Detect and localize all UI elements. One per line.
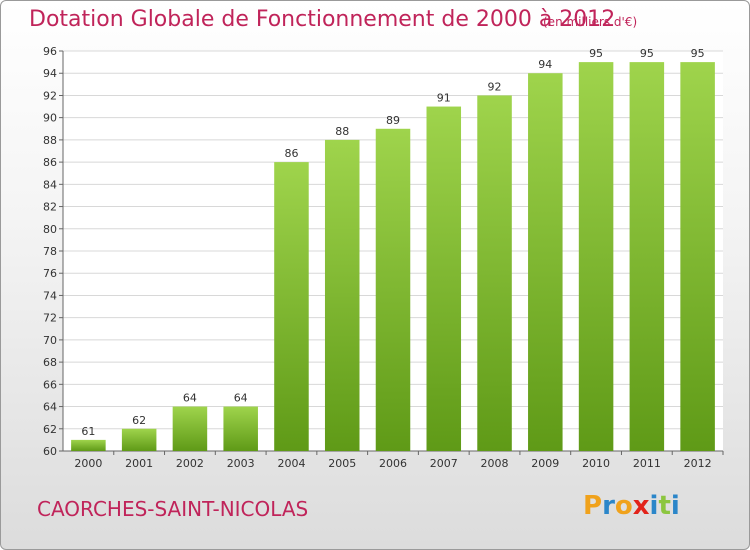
city-name: CAORCHES-SAINT-NICOLAS <box>37 497 309 521</box>
x-tick-label-2012: 2012 <box>684 457 712 470</box>
logo-letter: i <box>649 491 659 521</box>
bar-2001 <box>121 428 157 451</box>
value-label-2010: 95 <box>589 47 603 60</box>
chart-title: Dotation Globale de Fonctionnement de 20… <box>29 7 616 32</box>
y-tick-label: 84 <box>43 178 57 191</box>
y-tick-label: 70 <box>43 334 57 347</box>
y-tick-label: 60 <box>43 445 57 458</box>
x-tick-label-2005: 2005 <box>328 457 356 470</box>
value-label-2004: 86 <box>284 147 298 160</box>
bar-2008 <box>477 95 512 451</box>
y-tick-label: 94 <box>43 67 57 80</box>
bar-2010 <box>578 62 614 451</box>
y-tick-label: 68 <box>43 356 57 369</box>
bar-2006 <box>375 128 411 451</box>
bar-2002 <box>172 406 208 451</box>
value-label-2003: 64 <box>234 392 248 405</box>
bar-2005 <box>324 139 360 451</box>
value-label-2000: 61 <box>81 425 95 438</box>
chart-unit-note: (en milliers d'€) <box>543 15 638 29</box>
value-label-2005: 88 <box>335 125 349 138</box>
bar-2003 <box>223 406 258 451</box>
logo-letter: t <box>658 491 671 521</box>
bar-2011 <box>629 62 665 451</box>
y-tick-label: 86 <box>43 156 57 169</box>
x-tick-label-2010: 2010 <box>582 457 610 470</box>
proxiti-logo[interactable]: Proxiti <box>583 491 680 521</box>
x-tick-label-2008: 2008 <box>481 457 509 470</box>
y-tick-label: 78 <box>43 245 57 258</box>
y-tick-label: 80 <box>43 223 57 236</box>
y-tick-label: 66 <box>43 378 57 391</box>
y-tick-label: 72 <box>43 312 57 325</box>
x-tick-label-2007: 2007 <box>430 457 458 470</box>
logo-letter: P <box>583 491 603 521</box>
value-label-2012: 95 <box>691 47 705 60</box>
value-label-2002: 64 <box>183 392 197 405</box>
x-tick-label-2000: 2000 <box>74 457 102 470</box>
logo-letter: x <box>632 491 650 521</box>
y-tick-label: 88 <box>43 134 57 147</box>
value-label-2011: 95 <box>640 47 654 60</box>
logo-letter: o <box>614 491 633 521</box>
x-tick-label-2003: 2003 <box>227 457 255 470</box>
x-tick-label-2004: 2004 <box>277 457 305 470</box>
y-tick-label: 62 <box>43 423 57 436</box>
x-tick-label-2001: 2001 <box>125 457 153 470</box>
y-tick-label: 64 <box>43 401 57 414</box>
bar-2009 <box>528 73 563 451</box>
x-tick-label-2002: 2002 <box>176 457 204 470</box>
x-tick-label-2009: 2009 <box>531 457 559 470</box>
value-label-2008: 92 <box>488 80 502 93</box>
y-tick-label: 76 <box>43 267 57 280</box>
bar-2000 <box>71 439 106 451</box>
x-tick-label-2011: 2011 <box>633 457 661 470</box>
logo-letter: i <box>670 491 680 521</box>
bar-2012 <box>680 62 715 451</box>
value-label-2007: 91 <box>437 92 451 105</box>
value-label-2001: 62 <box>132 414 146 427</box>
y-tick-label: 90 <box>43 112 57 125</box>
value-label-2006: 89 <box>386 114 400 127</box>
logo-letter: r <box>602 491 615 521</box>
y-tick-label: 96 <box>43 45 57 58</box>
y-tick-label: 92 <box>43 89 57 102</box>
y-tick-label: 74 <box>43 289 57 302</box>
y-tick-label: 82 <box>43 201 57 214</box>
x-tick-label-2006: 2006 <box>379 457 407 470</box>
bar-2004 <box>274 162 309 451</box>
bar-2007 <box>426 106 462 452</box>
value-label-2009: 94 <box>538 58 552 71</box>
